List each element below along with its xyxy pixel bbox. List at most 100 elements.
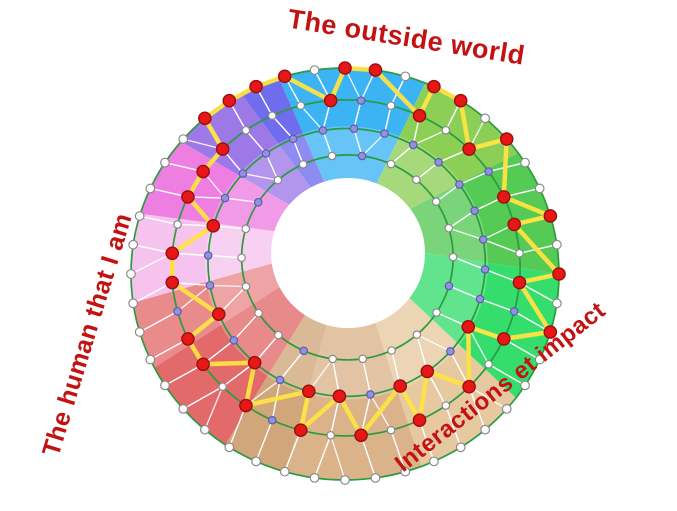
selected-node[interactable] xyxy=(393,379,407,393)
level-node-white[interactable] xyxy=(386,101,396,110)
level-node-purple[interactable] xyxy=(275,375,285,385)
level-node-white[interactable] xyxy=(298,159,308,169)
level-node-white[interactable] xyxy=(241,125,251,135)
level-node-white[interactable] xyxy=(444,223,454,233)
level-node-white[interactable] xyxy=(173,220,182,229)
level-node-white[interactable] xyxy=(520,380,530,391)
level-node-white[interactable] xyxy=(241,224,251,234)
level-node-white[interactable] xyxy=(387,346,396,355)
selected-node[interactable] xyxy=(354,428,368,443)
level-node-purple[interactable] xyxy=(357,151,367,161)
level-node-white[interactable] xyxy=(160,157,170,168)
selected-node[interactable] xyxy=(462,379,476,394)
level-node-white[interactable] xyxy=(126,269,136,279)
level-node-purple[interactable] xyxy=(455,180,464,189)
level-node-white[interactable] xyxy=(386,159,396,169)
level-node-purple[interactable] xyxy=(480,265,490,274)
level-node-white[interactable] xyxy=(515,248,524,258)
selected-node[interactable] xyxy=(165,246,180,261)
level-node-white[interactable] xyxy=(273,175,283,185)
level-node-white[interactable] xyxy=(145,183,156,194)
selected-node[interactable] xyxy=(249,79,263,94)
level-node-white[interactable] xyxy=(370,473,381,483)
level-node-white[interactable] xyxy=(551,298,562,309)
level-node-white[interactable] xyxy=(484,359,493,369)
selected-node[interactable] xyxy=(215,142,230,156)
selected-node[interactable] xyxy=(181,190,195,204)
level-node-white[interactable] xyxy=(412,330,422,339)
level-node-white[interactable] xyxy=(431,197,441,207)
selected-node[interactable] xyxy=(497,332,511,346)
selected-node[interactable] xyxy=(239,398,253,413)
selected-node[interactable] xyxy=(196,164,210,179)
level-node-white[interactable] xyxy=(309,65,320,75)
level-node-white[interactable] xyxy=(358,354,368,364)
selected-node[interactable] xyxy=(427,79,441,94)
level-node-white[interactable] xyxy=(279,466,290,477)
selected-node[interactable] xyxy=(499,132,514,146)
selected-node[interactable] xyxy=(543,325,558,339)
level-node-white[interactable] xyxy=(480,113,491,124)
selected-node[interactable] xyxy=(368,63,383,77)
level-node-white[interactable] xyxy=(501,404,512,414)
level-node-white[interactable] xyxy=(178,404,189,414)
level-node-white[interactable] xyxy=(534,183,545,194)
selected-node[interactable] xyxy=(412,413,427,427)
level-node-white[interactable] xyxy=(551,239,562,250)
level-node-white[interactable] xyxy=(267,111,277,120)
level-node-white[interactable] xyxy=(328,354,337,364)
level-node-white[interactable] xyxy=(160,380,170,391)
level-node-white[interactable] xyxy=(441,401,451,410)
level-node-white[interactable] xyxy=(128,239,139,250)
selected-node[interactable] xyxy=(552,267,566,281)
selected-node[interactable] xyxy=(338,61,352,75)
level-node-purple[interactable] xyxy=(318,126,328,135)
level-node-purple[interactable] xyxy=(470,206,479,216)
level-node-purple[interactable] xyxy=(349,124,359,133)
level-node-white[interactable] xyxy=(400,71,411,82)
selected-node[interactable] xyxy=(461,320,476,334)
selected-node[interactable] xyxy=(507,217,522,232)
level-node-purple[interactable] xyxy=(509,307,519,316)
selected-node[interactable] xyxy=(196,357,210,372)
level-node-white[interactable] xyxy=(178,134,189,144)
level-node-white[interactable] xyxy=(327,151,337,161)
level-node-white[interactable] xyxy=(448,252,458,262)
selected-node[interactable] xyxy=(453,93,468,108)
selected-node[interactable] xyxy=(512,275,527,290)
level-node-white[interactable] xyxy=(386,425,396,435)
level-node-purple[interactable] xyxy=(267,415,277,425)
level-node-purple[interactable] xyxy=(434,157,443,167)
selected-node[interactable] xyxy=(332,389,347,404)
level-node-white[interactable] xyxy=(254,308,263,318)
level-node-purple[interactable] xyxy=(299,346,309,356)
level-node-white[interactable] xyxy=(251,456,262,467)
level-node-purple[interactable] xyxy=(366,390,375,399)
level-node-white[interactable] xyxy=(134,211,145,221)
selected-node[interactable] xyxy=(181,332,195,346)
level-node-purple[interactable] xyxy=(380,129,389,138)
level-node-white[interactable] xyxy=(432,308,441,317)
level-node-white[interactable] xyxy=(296,101,306,110)
selected-node[interactable] xyxy=(198,111,212,126)
level-node-white[interactable] xyxy=(412,175,421,185)
level-node-purple[interactable] xyxy=(220,193,230,203)
level-node-white[interactable] xyxy=(428,456,439,467)
selected-node[interactable] xyxy=(323,93,338,108)
level-node-white[interactable] xyxy=(340,475,350,485)
selected-node[interactable] xyxy=(497,190,511,204)
level-node-white[interactable] xyxy=(309,473,320,483)
level-node-white[interactable] xyxy=(199,424,210,435)
level-node-white[interactable] xyxy=(134,327,145,337)
level-node-purple[interactable] xyxy=(484,167,493,176)
level-node-purple[interactable] xyxy=(173,307,182,316)
selected-node[interactable] xyxy=(222,93,237,108)
level-node-white[interactable] xyxy=(455,442,466,453)
level-node-white[interactable] xyxy=(218,382,227,392)
selected-node[interactable] xyxy=(206,219,221,233)
level-node-purple[interactable] xyxy=(478,235,488,244)
level-node-white[interactable] xyxy=(224,442,235,453)
level-node-purple[interactable] xyxy=(288,134,298,144)
selected-node[interactable] xyxy=(211,307,226,321)
level-node-purple[interactable] xyxy=(261,149,271,158)
